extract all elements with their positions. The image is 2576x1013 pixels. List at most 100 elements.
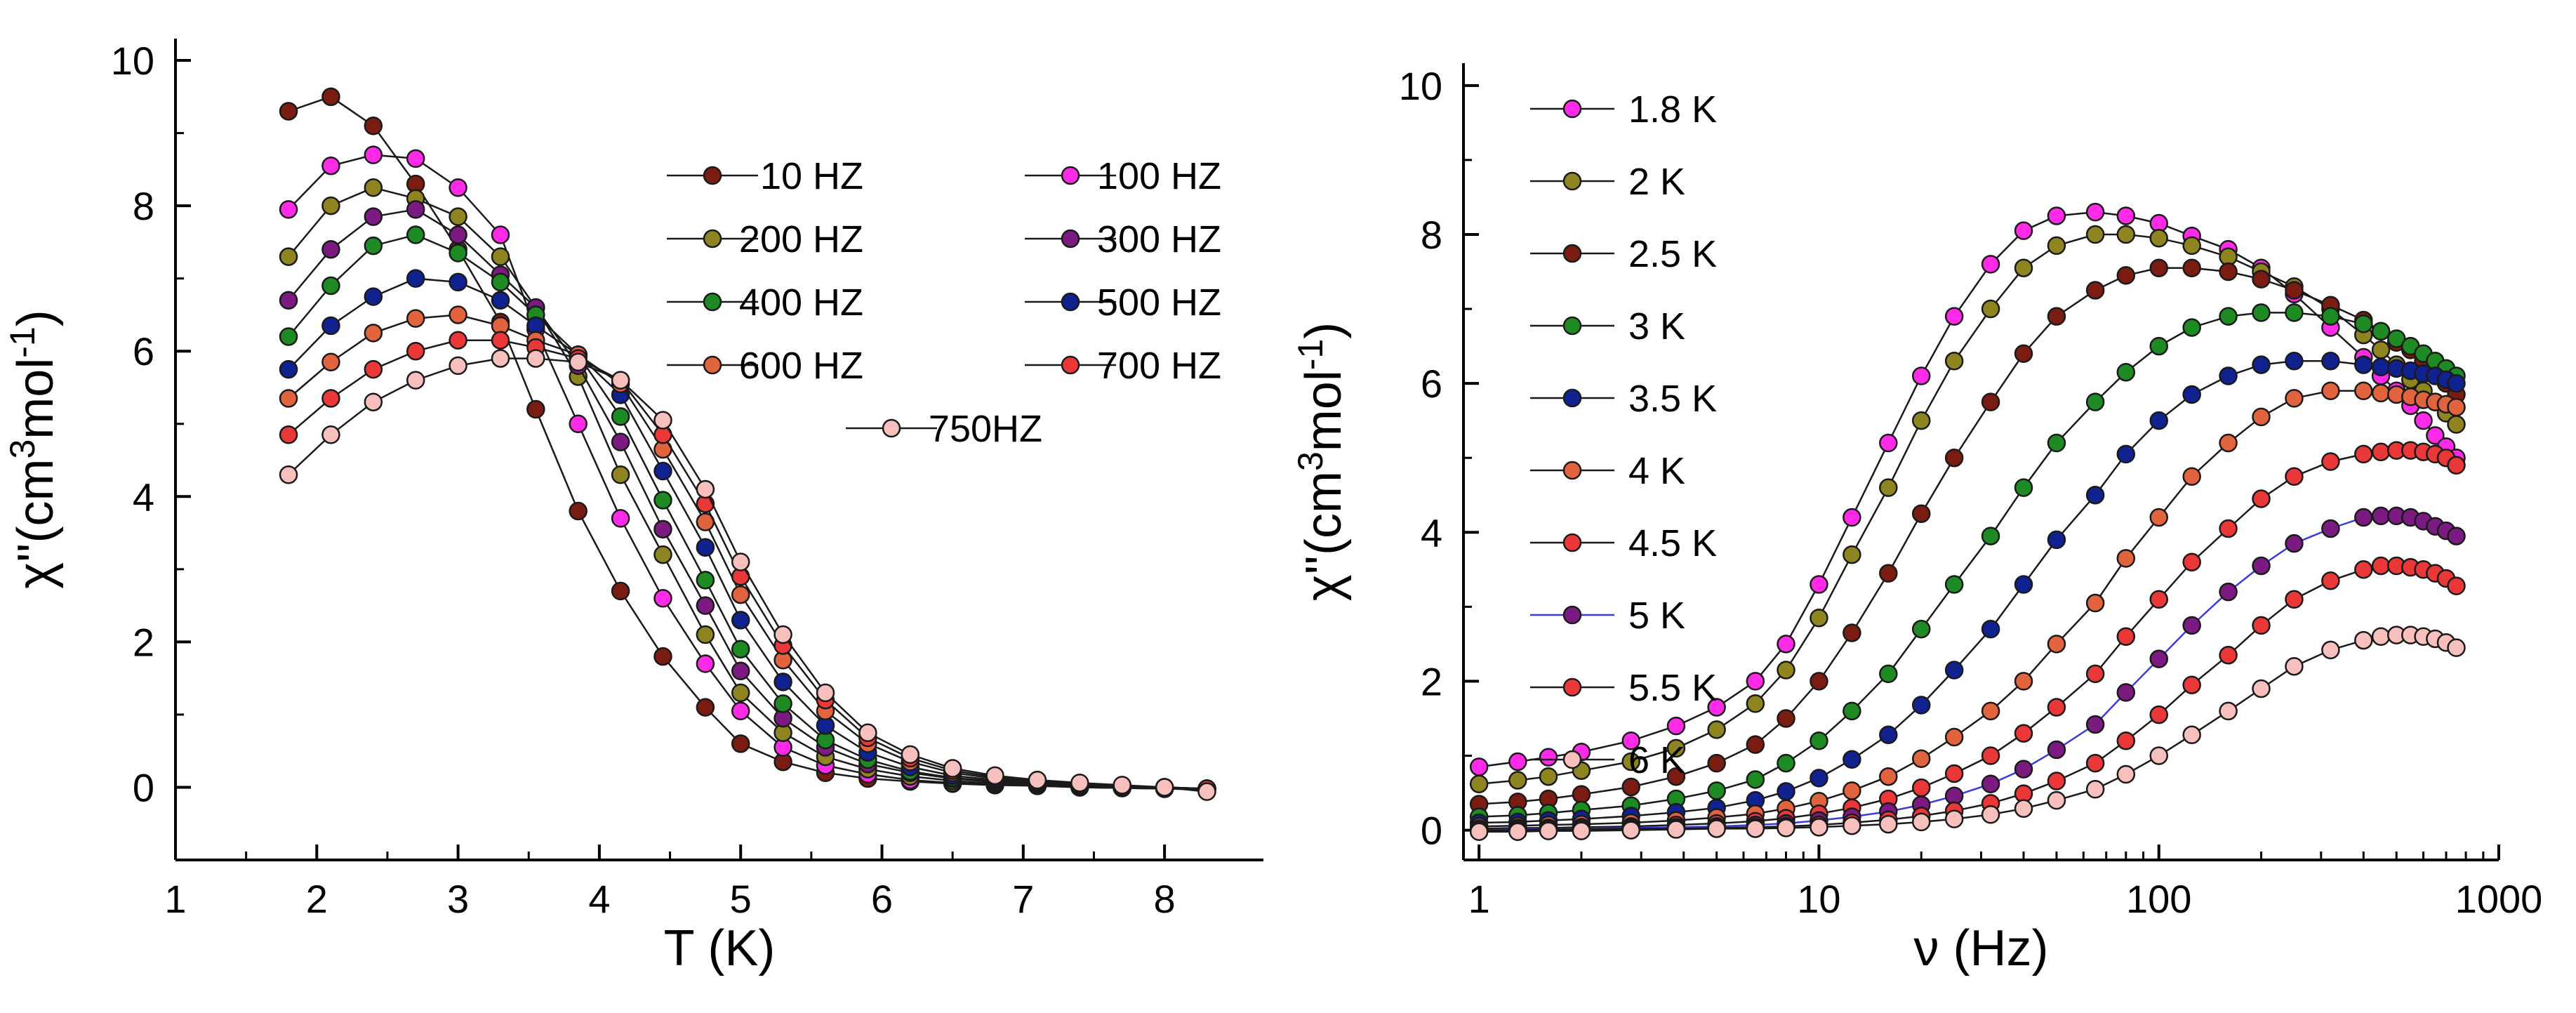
series-line — [288, 357, 1207, 793]
data-point — [1879, 564, 1898, 583]
x-tick-label: 1000 — [2455, 877, 2543, 921]
data-point — [2354, 315, 2373, 333]
data-point — [1666, 716, 1686, 736]
data-point — [1508, 822, 1527, 841]
data-point — [816, 683, 835, 703]
data-point — [364, 178, 383, 197]
legend-marker — [1061, 229, 1080, 249]
data-point — [2447, 415, 2466, 434]
data-point — [943, 759, 962, 778]
legend-item: 5.5 K — [1530, 667, 1717, 709]
data-point — [279, 291, 298, 310]
x-tick-label: 10 — [1797, 877, 1840, 921]
data-point — [2252, 303, 2271, 322]
legend-marker — [1562, 244, 1582, 263]
data-point — [1911, 696, 1931, 715]
data-point — [449, 272, 467, 292]
data-point — [2321, 640, 2340, 660]
data-point — [2354, 381, 2373, 400]
data-point — [1621, 752, 1640, 772]
data-point — [2182, 616, 2201, 635]
data-point — [1572, 821, 1591, 840]
data-point — [491, 225, 510, 244]
data-point — [2047, 236, 2066, 256]
data-point — [1707, 819, 1726, 838]
data-point — [1666, 739, 1686, 758]
data-point — [449, 178, 467, 197]
x-tick-label: 100 — [2126, 877, 2191, 921]
data-point — [279, 389, 298, 408]
data-point — [406, 309, 425, 328]
legend-label: 5 K — [1628, 595, 1685, 637]
data-point — [364, 287, 383, 306]
legend-item: 5 K — [1530, 595, 1685, 637]
data-point — [985, 766, 1004, 786]
legend: 1.8 K 2 K 2.5 K 3 K 3.5 K 4 K 4.5 K 5 K 5.5 K 6 K — [1530, 88, 1717, 781]
y-axis-title-superscript: -1 — [3, 326, 42, 357]
legend-label: 200 HZ — [739, 218, 863, 260]
data-point — [2149, 411, 2168, 430]
data-point — [279, 327, 298, 346]
data-point — [611, 407, 630, 426]
data-point — [1707, 753, 1726, 773]
data-point — [406, 149, 425, 168]
data-point — [1911, 619, 1931, 639]
data-point — [364, 359, 383, 379]
legend-label: 600 HZ — [739, 345, 863, 387]
data-point — [2149, 649, 2168, 668]
y-tick-label: 8 — [133, 184, 154, 228]
y-tick-label: 4 — [1421, 510, 1442, 555]
data-point — [2321, 307, 2340, 326]
legend-item: 500 HZ — [1025, 282, 1221, 324]
data-point — [2047, 530, 2066, 550]
data-point — [2219, 519, 2238, 538]
data-point — [364, 116, 383, 135]
data-point — [2085, 225, 2105, 244]
data-point — [2321, 571, 2340, 590]
data-point — [2047, 206, 2066, 225]
data-point — [2426, 426, 2445, 445]
data-point — [696, 698, 715, 717]
data-point — [1469, 774, 1489, 794]
data-point — [2014, 672, 2033, 691]
data-point — [449, 305, 467, 324]
x-tick-label: 4 — [588, 877, 610, 921]
data-point — [2085, 392, 2105, 411]
data-point — [2085, 779, 2105, 799]
legend-item: 700 HZ — [1025, 345, 1221, 387]
data-point — [1621, 821, 1640, 840]
data-point — [1944, 661, 1964, 680]
data-point — [2085, 281, 2105, 300]
legend-item: 6 K — [1530, 739, 1685, 781]
legend: 10 HZ 100 HZ 200 HZ 300 HZ 400 HZ 500 HZ 600 H… — [667, 155, 1221, 450]
data-point — [364, 392, 383, 411]
legend-item: 4.5 K — [1530, 522, 1717, 564]
data-point — [321, 240, 340, 259]
data-point — [1879, 725, 1898, 745]
data-point — [731, 734, 750, 753]
y-tick-label: 2 — [133, 620, 154, 664]
data-point — [731, 552, 750, 571]
data-point — [611, 432, 630, 451]
y-axis-title: χ''(cm3mol-1) — [1291, 322, 1352, 602]
data-point — [653, 491, 672, 510]
data-point — [1777, 819, 1795, 837]
legend-label: 300 HZ — [1097, 218, 1221, 260]
data-point — [2014, 344, 2033, 363]
data-point — [2252, 407, 2271, 427]
data-point — [2182, 258, 2201, 277]
series-3-k — [1469, 303, 2466, 826]
data-point — [449, 225, 467, 244]
series-4.5-k — [1469, 441, 2466, 838]
legend-item: 4 K — [1530, 450, 1685, 492]
data-point — [2371, 340, 2391, 359]
data-point — [2014, 799, 2033, 819]
legend-item: 100 HZ — [1025, 155, 1221, 197]
data-point — [491, 291, 510, 310]
data-point — [569, 414, 587, 434]
data-point — [611, 509, 630, 528]
data-point — [2047, 307, 2066, 326]
data-point — [2447, 373, 2466, 393]
data-point — [2447, 576, 2466, 595]
legend-item: 3.5 K — [1530, 378, 1717, 420]
